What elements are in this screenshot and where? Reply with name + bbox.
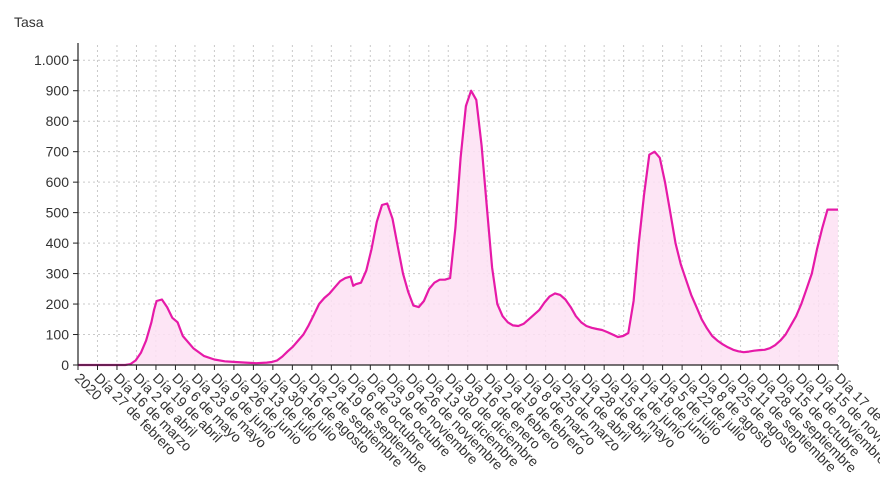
y-tick-label: 500 <box>46 205 70 221</box>
y-tick-label: 0 <box>61 357 69 373</box>
y-tick-label: 100 <box>46 327 70 343</box>
series-line <box>78 89 838 367</box>
axes <box>73 43 839 370</box>
y-tick-label: 400 <box>46 235 70 251</box>
y-tick-label: 1.000 <box>34 52 69 68</box>
y-tick-label: 600 <box>46 174 70 190</box>
y-tick-label: 200 <box>46 296 70 312</box>
y-tick-labels: 0 100 200 300 400 500 600 700 800 900 1.000 <box>34 52 69 373</box>
y-axis-label: Tasa <box>14 14 44 30</box>
area-layer <box>78 89 838 367</box>
y-tick-label: 800 <box>46 113 70 129</box>
y-tick-label: 900 <box>46 83 70 99</box>
y-tick-label: 700 <box>46 144 70 160</box>
y-tick-label: 300 <box>46 266 70 282</box>
area-fill <box>78 90 838 365</box>
